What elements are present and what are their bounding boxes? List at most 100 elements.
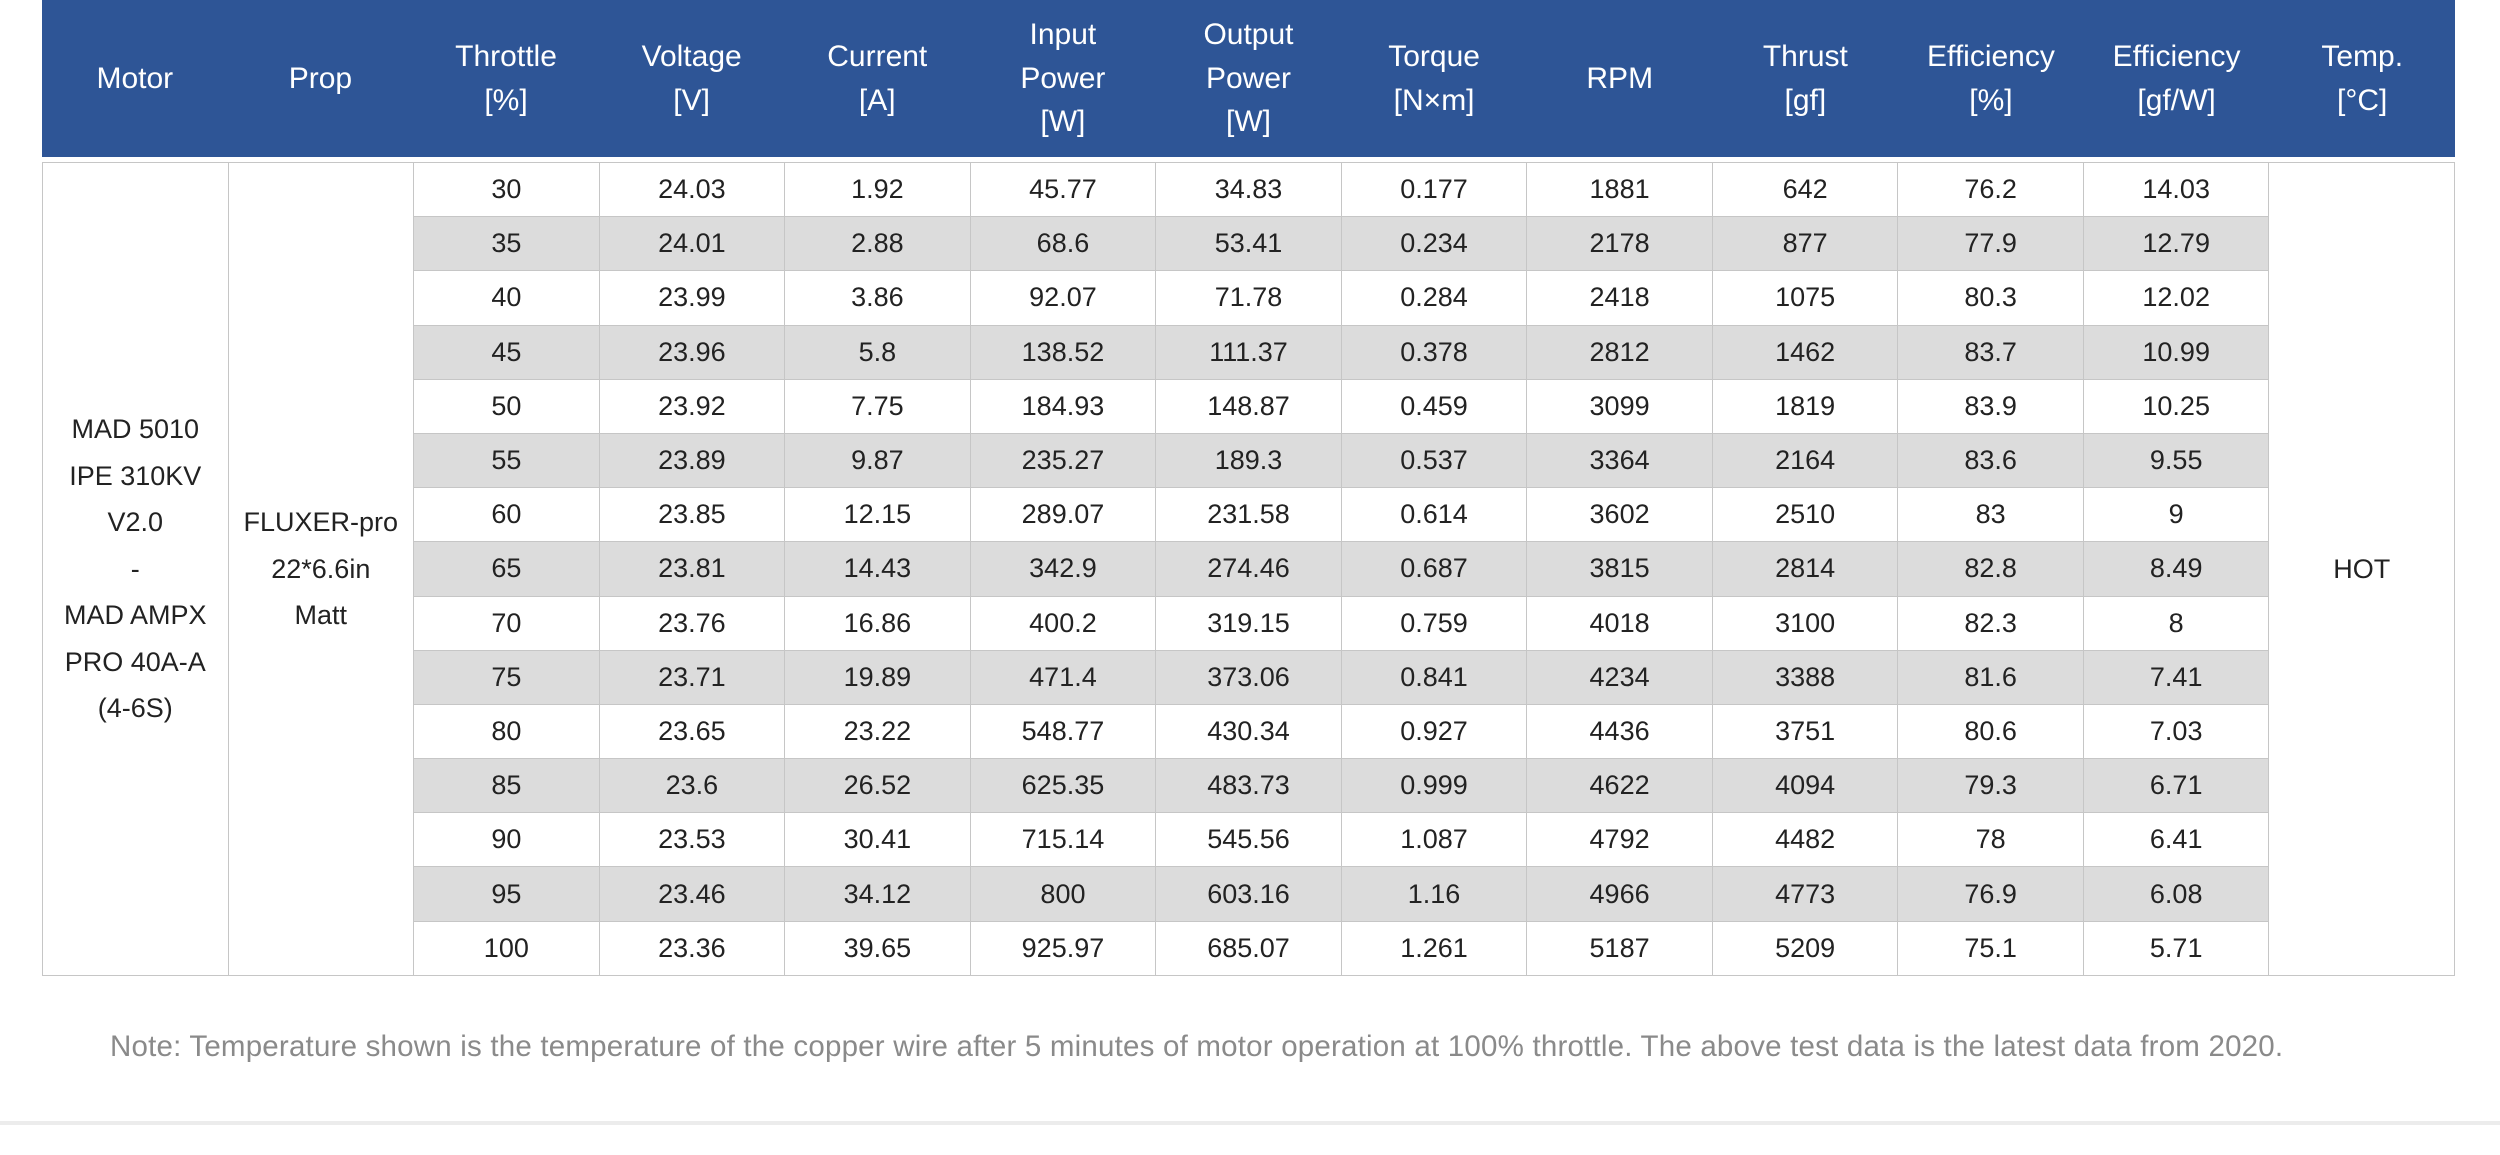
data-cell-voltage-row55: 23.89 <box>599 433 786 489</box>
header-cell-efficiency-pct: Efficiency [%] <box>1898 0 2084 157</box>
data-cell-torque-row55: 0.537 <box>1341 433 1528 489</box>
data-cell-torque-row65: 0.687 <box>1341 542 1528 597</box>
prop-cell-line: Matt <box>294 600 348 631</box>
data-cell-thrust-row100: 5209 <box>1712 921 1899 976</box>
header-line: [gf] <box>1784 83 1827 117</box>
data-cell-torque-row40: 0.284 <box>1341 271 1528 326</box>
header-line: [W] <box>1040 105 1086 139</box>
data-cell-thrust-row80: 3751 <box>1712 704 1899 760</box>
data-cell-current-row30: 1.92 <box>785 163 971 218</box>
header-cell-torque: Torque [N×m] <box>1341 0 1527 157</box>
data-cell-efficiency-gfw-row90: 6.41 <box>2083 813 2270 868</box>
data-cell-efficiency-gfw-row70: 8 <box>2083 596 2270 651</box>
data-cell-efficiency-gfw-row30: 14.03 <box>2083 163 2270 218</box>
data-cell-efficiency-gfw-row75: 7.41 <box>2083 650 2270 705</box>
header-line: [V] <box>673 83 710 117</box>
data-cell-rpm-row50: 3099 <box>1527 379 1713 434</box>
data-cell-efficiency-gfw-row50: 10.25 <box>2083 379 2270 434</box>
data-cell-output-power-row50: 148.87 <box>1156 379 1342 434</box>
temp-cell-line: HOT <box>2333 553 2391 584</box>
header-cell-input-power: Input Power [W] <box>970 0 1156 157</box>
header-line: Voltage <box>641 40 742 73</box>
header-line: Prop <box>288 61 353 95</box>
data-cell-efficiency-pct-row80: 80.6 <box>1898 704 2084 760</box>
data-cell-thrust-row40: 1075 <box>1712 271 1899 326</box>
data-cell-rpm-row35: 2178 <box>1527 217 1713 272</box>
data-cell-current-row60: 12.15 <box>785 488 971 543</box>
header-line: [°C] <box>2337 83 2388 117</box>
prop-cell-line: 22*6.6in <box>271 553 371 584</box>
data-cell-efficiency-pct-row60: 83 <box>1898 488 2084 543</box>
header-cell-voltage: Voltage [V] <box>599 0 785 157</box>
data-cell-current-row75: 19.89 <box>785 650 971 705</box>
data-cell-rpm-row70: 4018 <box>1527 596 1713 651</box>
data-cell-output-power-row85: 483.73 <box>1156 759 1342 814</box>
data-cell-output-power-row55: 189.3 <box>1156 433 1342 489</box>
data-cell-throttle-row35: 35 <box>414 217 600 272</box>
data-cell-rpm-row95: 4966 <box>1527 867 1713 922</box>
data-cell-current-row90: 30.41 <box>785 813 971 868</box>
data-cell-throttle-row45: 45 <box>414 325 600 380</box>
data-cell-output-power-row40: 71.78 <box>1156 271 1342 326</box>
data-cell-throttle-row30: 30 <box>414 163 600 218</box>
data-cell-throttle-row75: 75 <box>414 650 600 705</box>
data-cell-voltage-row75: 23.71 <box>599 650 786 705</box>
header-line: Throttle <box>455 40 557 73</box>
data-cell-torque-row90: 1.087 <box>1341 813 1528 868</box>
data-cell-input-power-row100: 925.97 <box>970 921 1157 976</box>
data-cell-throttle-row100: 100 <box>414 921 600 976</box>
header-cell-output-power: Output Power [W] <box>1156 0 1342 157</box>
data-cell-rpm-row45: 2812 <box>1527 325 1713 380</box>
header-cell-prop: Prop <box>228 0 414 157</box>
data-cell-current-row95: 34.12 <box>785 867 971 922</box>
prop-cell-line: FLUXER-pro <box>243 507 399 538</box>
data-cell-thrust-row60: 2510 <box>1712 488 1899 543</box>
header-cell-motor: Motor <box>42 0 228 157</box>
data-cell-voltage-row90: 23.53 <box>599 813 786 868</box>
data-cell-input-power-row75: 471.4 <box>970 650 1157 705</box>
header-line: Efficiency <box>2112 40 2241 73</box>
data-cell-throttle-row90: 90 <box>414 813 600 868</box>
data-cell-input-power-row95: 800 <box>970 867 1157 922</box>
data-cell-output-power-row75: 373.06 <box>1156 650 1342 705</box>
data-cell-efficiency-gfw-row40: 12.02 <box>2083 271 2270 326</box>
data-cell-torque-row100: 1.261 <box>1341 921 1528 976</box>
data-cell-rpm-row75: 4234 <box>1527 650 1713 705</box>
data-cell-voltage-row80: 23.65 <box>599 704 786 760</box>
data-cell-efficiency-pct-row95: 76.9 <box>1898 867 2084 922</box>
data-cell-current-row70: 16.86 <box>785 596 971 651</box>
data-cell-efficiency-pct-row100: 75.1 <box>1898 921 2084 976</box>
data-cell-torque-row85: 0.999 <box>1341 759 1528 814</box>
data-cell-current-row100: 39.65 <box>785 921 971 976</box>
header-cell-temp: Temp. [°C] <box>2269 0 2455 157</box>
table-header-row: Motor Prop Throttle [%] Voltage [V] Current [A]… <box>42 0 2455 157</box>
data-cell-output-power-row35: 53.41 <box>1156 217 1342 272</box>
header-line: Temp. <box>2321 40 2404 73</box>
data-cell-output-power-row80: 430.34 <box>1156 704 1342 760</box>
data-cell-output-power-row95: 603.16 <box>1156 867 1342 922</box>
data-cell-voltage-row70: 23.76 <box>599 596 786 651</box>
data-cell-throttle-row85: 85 <box>414 759 600 814</box>
data-cell-efficiency-gfw-row85: 6.71 <box>2083 759 2270 814</box>
header-cell-throttle: Throttle [%] <box>413 0 599 157</box>
motor-cell-line: IPE 310KV <box>69 460 202 491</box>
data-cell-output-power-row65: 274.46 <box>1156 542 1342 597</box>
data-cell-torque-row80: 0.927 <box>1341 704 1528 760</box>
data-cell-efficiency-gfw-row95: 6.08 <box>2083 867 2270 922</box>
data-cell-rpm-row80: 4436 <box>1527 704 1713 760</box>
data-cell-rpm-row60: 3602 <box>1527 488 1713 543</box>
data-cell-efficiency-pct-row65: 82.8 <box>1898 542 2084 597</box>
header-line: [%] <box>1969 83 2013 117</box>
data-cell-efficiency-pct-row90: 78 <box>1898 813 2084 868</box>
data-cell-efficiency-pct-row75: 81.6 <box>1898 650 2084 705</box>
data-cell-input-power-row90: 715.14 <box>970 813 1157 868</box>
header-line: Input <box>1029 18 1097 52</box>
data-cell-output-power-row30: 34.83 <box>1156 163 1342 218</box>
data-cell-voltage-row40: 23.99 <box>599 271 786 326</box>
data-cell-efficiency-pct-row35: 77.9 <box>1898 217 2084 272</box>
data-cell-thrust-row55: 2164 <box>1712 433 1899 489</box>
data-cell-output-power-row90: 545.56 <box>1156 813 1342 868</box>
data-cell-efficiency-pct-row50: 83.9 <box>1898 379 2084 434</box>
data-cell-voltage-row45: 23.96 <box>599 325 786 380</box>
